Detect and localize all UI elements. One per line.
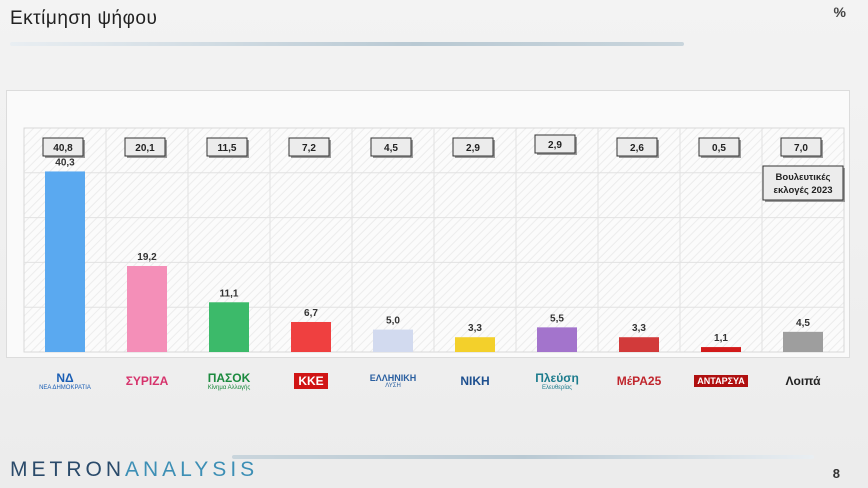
bar-value-label: 40,3 <box>55 157 75 168</box>
logo-text: ΑΝΤΑΡΣΥΑ <box>694 375 748 387</box>
reference-box: 7,2 <box>288 137 331 158</box>
bar-value-label: 1,1 <box>714 333 728 344</box>
vote-estimate-chart: 40,3 19,2 11,1 6,7 5,0 3,3 5,5 3,3 1,1 4,5 40,8 20… <box>23 127 845 353</box>
brand-logo: METRONANALYSIS <box>10 458 258 482</box>
logo-text: Λοιπά <box>785 374 821 388</box>
bar-value-label: 19,2 <box>137 252 157 263</box>
brand-text-a: METRON <box>10 458 125 481</box>
antarsya-logo: ΑΝΤΑΡΣΥΑ <box>686 366 756 396</box>
bar-value-label: 4,5 <box>796 318 810 329</box>
elliniki-lysi-logo: ΕΛΛΗΝΙΚΗ ΛΥΣΗ <box>358 366 428 396</box>
reference-box: 11,5 <box>206 137 249 158</box>
reference-box: 2,6 <box>616 137 659 158</box>
logo-text: ΝΙΚΗ <box>460 374 490 388</box>
bar-value-label: 3,3 <box>632 323 646 334</box>
reference-box: 2,9 <box>452 137 495 158</box>
logo-text: ΕΛΛΗΝΙΚΗ <box>369 373 417 383</box>
bottom-divider <box>232 455 814 459</box>
unit-label: % <box>833 4 846 20</box>
niki-logo: ΝΙΚΗ <box>440 366 510 396</box>
logo-text: ΜέΡΑ25 <box>616 374 662 388</box>
nd-logo: ΝΔ ΝΕΑ ΔΗΜΟΚΡΑΤΙΑ <box>30 366 100 396</box>
reference-value-label: 4,5 <box>384 143 398 154</box>
reference-value-label: 11,5 <box>218 143 237 154</box>
bar <box>291 321 331 352</box>
reference-box: 2,9 <box>534 134 577 155</box>
logo-text: ΝΔ <box>56 371 74 385</box>
logo-subtext: Κίνημα Αλλαγής <box>207 385 251 391</box>
reference-box: 20,1 <box>124 137 167 158</box>
logo-subtext: ΝΕΑ ΔΗΜΟΚΡΑΤΙΑ <box>39 385 91 391</box>
bar <box>783 331 823 352</box>
logo-text: ΚΚΕ <box>294 373 328 389</box>
bars: 40,3 19,2 11,1 6,7 5,0 3,3 5,5 3,3 1,1 4,5 <box>45 157 823 352</box>
kke-logo: ΚΚΕ <box>276 366 346 396</box>
reference-value-label: 40,8 <box>53 143 73 154</box>
reference-value-label: 2,9 <box>466 143 480 154</box>
bar <box>373 329 413 352</box>
reference-box: 40,8 <box>42 137 85 158</box>
bar-value-label: 5,5 <box>550 313 564 324</box>
reference-box: 7,0 <box>780 137 823 158</box>
logo-subtext: ΛΥΣΗ <box>385 383 401 389</box>
svg-text:εκλογές 2023: εκλογές 2023 <box>773 185 832 196</box>
bar-value-label: 5,0 <box>386 316 400 327</box>
bar-value-label: 3,3 <box>468 323 482 334</box>
party-logo-strip: ΝΔ ΝΕΑ ΔΗΜΟΚΡΑΤΙΑ ΣΥΡΙΖΑ ΠΑΣΟΚ Κίνημα Αλλαγή… <box>0 362 868 402</box>
reference-caption: Βουλευτικές εκλογές 2023 <box>762 165 845 202</box>
top-divider <box>10 42 684 46</box>
others-label: Λοιπά <box>768 366 838 396</box>
bar <box>209 302 249 352</box>
reference-value-label: 0,5 <box>712 143 726 154</box>
bar-value-label: 6,7 <box>304 308 318 319</box>
logo-text: Πλεύση <box>535 371 579 385</box>
svg-text:Βουλευτικές: Βουλευτικές <box>776 172 831 183</box>
bar <box>455 337 495 352</box>
logo-text: ΠΑΣΟΚ <box>207 371 251 385</box>
reference-boxes: 40,8 20,1 11,5 7,2 4,5 2,9 2,9 2,6 0,5 7,0 Βουλευτ… <box>42 134 845 202</box>
reference-value-label: 7,2 <box>302 143 316 154</box>
logo-text: ΣΥΡΙΖΑ <box>125 374 169 388</box>
reference-value-label: 7,0 <box>794 143 808 154</box>
syriza-logo: ΣΥΡΙΖΑ <box>112 366 182 396</box>
reference-value-label: 2,6 <box>630 143 644 154</box>
pasok-logo: ΠΑΣΟΚ Κίνημα Αλλαγής <box>194 366 264 396</box>
mera25-logo: ΜέΡΑ25 <box>604 366 674 396</box>
brand-text-b: ANALYSIS <box>125 458 259 481</box>
bar <box>45 171 85 352</box>
reference-box: 4,5 <box>370 137 413 158</box>
bar <box>619 337 659 352</box>
bar <box>701 347 741 352</box>
plefsi-logo: Πλεύση Ελευθερίας <box>522 366 592 396</box>
bar-value-label: 11,1 <box>220 288 239 299</box>
page-title: Εκτίμηση ψήφου <box>10 8 158 29</box>
logo-subtext: Ελευθερίας <box>541 385 573 391</box>
page-number: 8 <box>832 466 840 481</box>
reference-box: 0,5 <box>698 137 741 158</box>
reference-value-label: 2,9 <box>548 140 562 151</box>
reference-value-label: 20,1 <box>135 143 155 154</box>
bar <box>537 327 577 352</box>
bar <box>127 265 167 352</box>
